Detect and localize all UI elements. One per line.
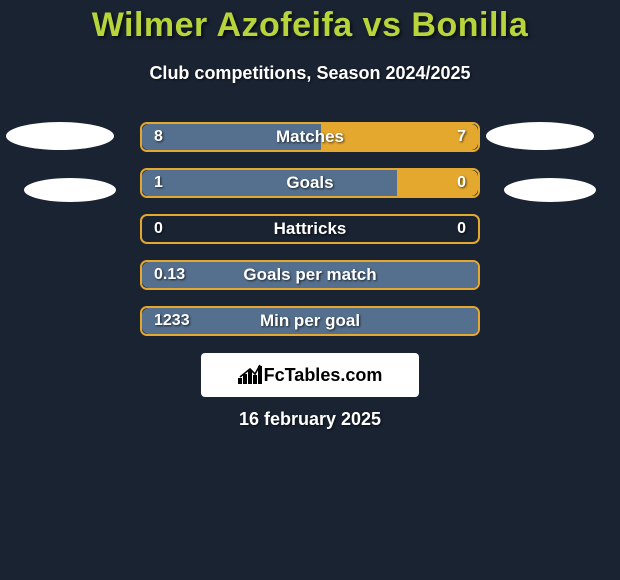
stat-bar-track: Matches87 (140, 122, 480, 152)
stat-bar-track: Goals per match0.13 (140, 260, 480, 290)
stat-value-left: 0.13 (154, 262, 185, 288)
stat-bar-track: Goals10 (140, 168, 480, 198)
stat-value-left: 0 (154, 216, 163, 242)
chart-bars-icon (238, 364, 264, 386)
stat-bar-right-fill (321, 124, 478, 150)
stat-label: Hattricks (142, 216, 478, 242)
stat-bar-left-fill (142, 170, 397, 196)
date-text: 16 february 2025 (0, 409, 620, 430)
stat-value-left: 1233 (154, 308, 190, 334)
stat-value-left: 8 (154, 124, 163, 150)
stat-bar-left-fill (142, 124, 321, 150)
decorative-ellipse (504, 178, 596, 202)
stat-bar-left-fill (142, 308, 478, 334)
stat-value-right: 0 (457, 216, 466, 242)
decorative-ellipse (486, 122, 594, 150)
stat-row: Hattricks0 0 (140, 214, 480, 244)
stat-row: Goals per match0.13 (140, 260, 480, 290)
branding-box: FcTables.com (201, 353, 419, 397)
card-subtitle: Club competitions, Season 2024/2025 (0, 63, 620, 84)
stat-row: Matches87 (140, 122, 480, 152)
comparison-card: Wilmer Azofeifa vs Bonilla Club competit… (0, 0, 620, 580)
stat-value-left: 1 (154, 170, 163, 196)
stat-value-right: 0 (457, 170, 466, 196)
stat-row: Min per goal1233 (140, 306, 480, 336)
branding-text: FcTables.com (264, 365, 383, 386)
card-title: Wilmer Azofeifa vs Bonilla (0, 0, 620, 45)
decorative-ellipse (24, 178, 116, 202)
stat-bar-track: Hattricks0 0 (140, 214, 480, 244)
stat-rows-container: Matches87Goals10Hattricks00Goals per mat… (140, 122, 480, 352)
decorative-ellipse (6, 122, 114, 150)
stat-value-right: 7 (457, 124, 466, 150)
stat-row: Goals10 (140, 168, 480, 198)
stat-bar-track: Min per goal1233 (140, 306, 480, 336)
stat-bar-left-fill (142, 262, 478, 288)
